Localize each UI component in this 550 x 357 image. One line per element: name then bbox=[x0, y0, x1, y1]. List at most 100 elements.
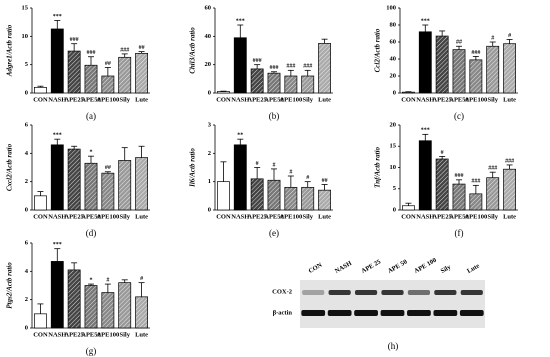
significance-label: ### bbox=[253, 58, 262, 64]
y-tick-label: 80 bbox=[390, 21, 397, 28]
significance-label: *** bbox=[53, 242, 62, 248]
x-tick-label: Sily bbox=[487, 213, 498, 220]
bar bbox=[233, 37, 247, 94]
lane-label: APE 25 bbox=[360, 258, 382, 275]
significance-label: *** bbox=[421, 128, 430, 134]
y-tick-label: 40 bbox=[205, 33, 212, 40]
significance-label: # bbox=[306, 175, 309, 181]
bar bbox=[267, 179, 281, 211]
x-tick-label: CON bbox=[33, 96, 48, 103]
x-tick-label: Lute bbox=[318, 96, 331, 103]
y-tick-label: 15 bbox=[390, 143, 397, 150]
y-tick-label: 15 bbox=[22, 4, 29, 11]
significance-label: # bbox=[140, 276, 143, 282]
significance-label: ### bbox=[286, 64, 295, 70]
significance-label: * bbox=[90, 150, 93, 156]
significance-label: * bbox=[90, 277, 93, 283]
x-tick-label: NASH bbox=[416, 213, 434, 220]
bar bbox=[217, 181, 230, 211]
significance-label: *** bbox=[53, 14, 62, 20]
panel-label: (d) bbox=[86, 228, 97, 238]
x-tick-label: Lute bbox=[135, 213, 148, 220]
bar bbox=[469, 59, 483, 94]
x-tick-label: CON bbox=[33, 331, 48, 338]
x-tick-label: NASH bbox=[48, 213, 66, 220]
panel-label: (b) bbox=[269, 111, 280, 121]
significance-label: ## bbox=[105, 61, 111, 67]
x-tick-label: NASH bbox=[416, 96, 434, 103]
x-tick-label: APE25 bbox=[64, 96, 84, 103]
bar bbox=[67, 148, 81, 211]
significance-label: *** bbox=[53, 133, 62, 139]
band bbox=[434, 290, 457, 295]
significance-label: # bbox=[491, 35, 494, 41]
band bbox=[381, 290, 404, 295]
bar bbox=[118, 56, 132, 94]
bar bbox=[34, 86, 47, 94]
bar bbox=[67, 50, 81, 94]
significance-label: ### bbox=[270, 65, 279, 71]
panel-label: (a) bbox=[86, 111, 96, 121]
bar bbox=[101, 292, 115, 329]
lane-label: Sily bbox=[440, 263, 453, 275]
y-tick-label: 100 bbox=[386, 4, 396, 11]
x-tick-label: APE50 bbox=[264, 96, 284, 103]
bar bbox=[418, 140, 432, 211]
band bbox=[327, 310, 352, 316]
panel-label: (g) bbox=[86, 346, 97, 356]
significance-label: ** bbox=[237, 133, 243, 139]
y-tick-label: 2 bbox=[25, 178, 28, 185]
bar bbox=[67, 269, 81, 329]
y-axis-label: Cxcl2/Actb ratio bbox=[6, 143, 14, 191]
bar bbox=[34, 313, 47, 329]
significance-label: # bbox=[106, 277, 109, 283]
row-label: COX-2 bbox=[272, 288, 292, 295]
significance-label: # bbox=[256, 161, 259, 167]
y-tick-label: 0 bbox=[25, 206, 28, 213]
x-tick-label: Sily bbox=[302, 213, 313, 220]
band bbox=[407, 290, 431, 295]
x-tick-label: Lute bbox=[318, 213, 331, 220]
y-tick-label: 5 bbox=[393, 185, 397, 192]
y-tick-label: 6 bbox=[25, 239, 29, 246]
x-tick-label: Lute bbox=[503, 96, 516, 103]
y-tick-label: 1 bbox=[208, 178, 211, 185]
significance-label: ## bbox=[456, 40, 462, 46]
y-tick-label: 60 bbox=[390, 38, 397, 45]
x-tick-label: APE25 bbox=[64, 331, 84, 338]
x-tick-label: APE25 bbox=[247, 213, 267, 220]
significance-label: ## bbox=[139, 45, 145, 51]
y-tick-label: 20 bbox=[205, 61, 212, 68]
band bbox=[380, 310, 405, 316]
blot-membrane bbox=[300, 280, 485, 328]
y-tick-label: 20 bbox=[390, 72, 397, 79]
y-tick-label: 4 bbox=[25, 268, 29, 275]
x-tick-label: Lute bbox=[135, 331, 148, 338]
x-tick-label: Sily bbox=[119, 96, 130, 103]
y-tick-label: 0 bbox=[25, 324, 28, 331]
x-tick-label: NASH bbox=[231, 213, 249, 220]
y-tick-label: 2 bbox=[25, 296, 28, 303]
significance-label: # bbox=[273, 162, 276, 168]
x-tick-label: APE25 bbox=[64, 213, 84, 220]
bar bbox=[84, 285, 98, 329]
x-tick-label: APE100 bbox=[96, 96, 119, 103]
bar bbox=[284, 186, 298, 211]
bar bbox=[267, 72, 281, 94]
bar bbox=[101, 75, 115, 94]
bar bbox=[135, 52, 148, 94]
bar bbox=[284, 75, 298, 94]
significance-label: ### bbox=[455, 173, 464, 179]
y-axis-label: Adgre1/Actb ratio bbox=[6, 24, 14, 77]
band bbox=[407, 310, 431, 316]
x-tick-label: NASH bbox=[48, 331, 66, 338]
bar bbox=[503, 168, 516, 211]
y-axis-label: Ptgs2/Actb ratio bbox=[6, 262, 14, 309]
x-tick-label: Sily bbox=[487, 96, 498, 103]
bar bbox=[250, 68, 264, 94]
lane-label: CON bbox=[307, 262, 323, 275]
y-tick-label: 5 bbox=[25, 61, 29, 68]
significance-label: ### bbox=[471, 50, 480, 56]
x-tick-label: APE100 bbox=[464, 213, 487, 220]
bar bbox=[318, 43, 331, 94]
